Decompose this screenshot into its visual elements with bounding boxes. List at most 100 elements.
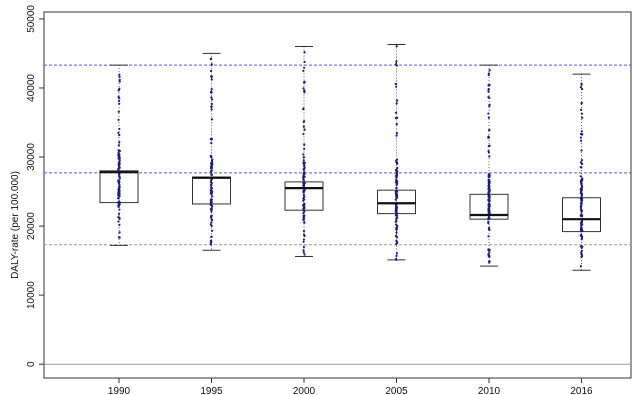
data-point: [395, 85, 398, 88]
data-point: [488, 209, 491, 212]
data-point: [487, 248, 490, 251]
data-point: [580, 159, 584, 162]
data-point: [487, 136, 490, 139]
data-point: [579, 187, 583, 190]
y-tick-label-50000: 50000: [26, 5, 37, 33]
y-tick-label-0: 0: [26, 361, 37, 367]
data-point: [395, 228, 398, 231]
data-point: [579, 136, 583, 139]
data-point: [488, 103, 491, 106]
data-point: [303, 165, 306, 168]
y-tick-label-30000: 30000: [26, 143, 37, 171]
data-point: [396, 99, 399, 102]
data-point: [209, 198, 212, 201]
data-point: [580, 210, 583, 213]
data-point: [579, 245, 582, 248]
data-point: [117, 163, 120, 166]
data-point: [118, 177, 121, 180]
data-point: [303, 60, 306, 63]
data-point: [303, 210, 306, 213]
data-point: [302, 193, 305, 196]
data-point: [395, 123, 398, 126]
data-point: [580, 112, 583, 115]
data-point: [395, 231, 398, 234]
data-point: [210, 208, 213, 211]
data-point: [303, 253, 306, 256]
data-point: [302, 245, 305, 249]
data-point: [118, 87, 121, 90]
x-tick-label-2010: 2010: [478, 386, 501, 395]
data-point: [487, 174, 490, 177]
data-point: [118, 188, 121, 192]
data-point: [488, 69, 491, 72]
data-point: [302, 249, 305, 252]
data-point: [302, 179, 305, 182]
data-point: [580, 87, 584, 91]
data-point: [117, 194, 120, 197]
data-point: [302, 153, 305, 156]
data-point: [488, 197, 491, 200]
data-point: [303, 147, 306, 150]
data-point: [579, 86, 582, 89]
data-point: [488, 216, 491, 220]
data-point: [302, 120, 305, 124]
data-point: [487, 90, 490, 93]
data-point: [302, 212, 305, 215]
y-tick-label-20000: 20000: [26, 212, 37, 240]
data-point: [580, 182, 583, 186]
data-point: [303, 91, 306, 94]
data-point: [487, 191, 490, 195]
data-point: [117, 205, 120, 209]
data-point: [302, 175, 305, 178]
data-point: [395, 172, 398, 175]
data-point: [395, 168, 398, 171]
data-point: [302, 214, 305, 217]
data-point: [487, 96, 490, 99]
data-point: [487, 184, 490, 187]
data-point: [487, 235, 490, 238]
data-point: [487, 84, 490, 87]
data-point: [210, 96, 213, 99]
data-point: [210, 162, 213, 165]
data-point: [117, 220, 120, 223]
data-point: [579, 230, 582, 233]
data-point: [210, 229, 214, 232]
data-point: [117, 118, 120, 121]
data-point: [302, 159, 305, 162]
data-point: [303, 66, 306, 69]
y-tick-label-40000: 40000: [26, 74, 37, 102]
data-point: [394, 116, 397, 120]
data-point: [487, 203, 490, 206]
data-point: [487, 112, 490, 115]
data-point: [210, 137, 213, 141]
data-point: [302, 184, 306, 187]
data-point: [580, 226, 583, 229]
data-point: [579, 108, 583, 111]
data-point: [395, 206, 398, 210]
y-axis-title: DALY-rate (per 100.000): [10, 171, 21, 279]
data-point: [487, 88, 490, 91]
data-point: [302, 69, 305, 72]
data-point: [210, 215, 213, 218]
data-point: [580, 162, 584, 166]
data-point: [579, 222, 583, 225]
data-point: [117, 180, 120, 183]
data-point: [579, 234, 582, 237]
data-point: [210, 63, 214, 66]
data-point: [579, 202, 583, 205]
data-point: [395, 45, 398, 48]
data-point: [394, 220, 397, 223]
data-point: [302, 168, 306, 172]
data-point: [579, 175, 582, 178]
data-point: [488, 180, 491, 183]
data-point: [395, 254, 398, 258]
data-point: [210, 78, 213, 81]
points-1995: [209, 57, 214, 246]
data-point: [579, 206, 583, 209]
data-point: [579, 191, 582, 195]
data-point: [118, 73, 121, 76]
data-point: [210, 98, 214, 101]
data-point: [118, 134, 121, 137]
data-point: [209, 166, 213, 170]
